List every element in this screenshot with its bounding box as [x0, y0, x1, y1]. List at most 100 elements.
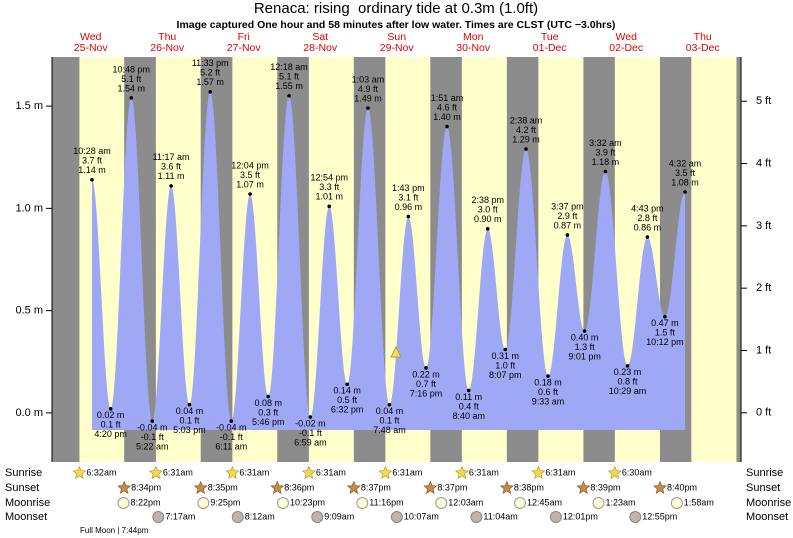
y2-tick-label: 0 ft	[756, 407, 771, 419]
day-date: 25-Nov	[74, 42, 109, 54]
moonrise-icon	[276, 497, 289, 509]
tide-label: 10:29 am	[609, 386, 647, 396]
sunset-time: 8:34pm	[131, 482, 161, 492]
tide-label: 1.11 m	[158, 171, 185, 181]
tide-label: 0.1 ft	[379, 416, 400, 426]
moonset-time: 10:07am	[404, 511, 439, 521]
tide-label: 3.5 ft	[240, 170, 261, 180]
sunrise-time: 6:32am	[86, 467, 116, 477]
y-tick-label: 1.5 m	[15, 100, 43, 112]
moonset-time: 11:04am	[483, 511, 517, 521]
tide-label: -0.04 m	[216, 422, 247, 432]
tide-point	[169, 184, 173, 188]
tide-label: 5:46 pm	[252, 417, 285, 427]
tide-label: 3:37 pm	[551, 201, 584, 211]
tide-label: 0.47 m	[651, 318, 679, 328]
tide-label: 7:16 pm	[410, 388, 443, 398]
tide-label: 11:33 pm	[192, 58, 229, 68]
tide-point	[308, 415, 313, 419]
sunrise-icon	[531, 465, 546, 479]
day-name: Sun	[387, 31, 406, 43]
moonrise-time: 9:25pm	[210, 497, 240, 507]
row-label: Moonset	[746, 511, 788, 523]
moonset-icon	[470, 511, 483, 523]
day-date: 01-Dec	[533, 42, 567, 54]
tide-point	[645, 235, 650, 239]
tide-label: 1.55 m	[275, 81, 303, 91]
tide-label: 1:03 am	[352, 75, 385, 85]
moonset-icon	[231, 511, 244, 523]
sunset-icon	[423, 480, 438, 494]
tide-label: 0.96 m	[395, 202, 423, 212]
tide-label: 3.3 ft	[319, 182, 340, 192]
day-date: 29-Nov	[380, 42, 415, 54]
moonrise-icon	[513, 497, 526, 509]
tide-point	[445, 124, 449, 129]
sunrise-icon	[301, 465, 316, 479]
tide-label: 0.86 m	[634, 222, 662, 232]
day-band	[691, 57, 737, 462]
tide-label: 1.57 m	[196, 77, 224, 87]
tide-label: 9:01 pm	[568, 351, 601, 361]
day-date: 30-Nov	[456, 42, 491, 54]
moonset-time: 9:09am	[324, 511, 354, 521]
sunrise-time: 6:30am	[622, 467, 652, 477]
sunrise-time: 6:31am	[392, 467, 422, 477]
sunset-icon	[270, 480, 285, 494]
tide-label: 1.01 m	[315, 192, 343, 202]
moonrise-time: 10:23pm	[290, 497, 325, 507]
tide-label: 4:43 pm	[631, 203, 664, 213]
moonrise-icon	[670, 497, 683, 509]
tide-label: 3:32 am	[589, 138, 622, 148]
now-marker	[390, 345, 402, 358]
moonset-icon	[390, 511, 403, 523]
tide-label: 3.5 ft	[675, 168, 696, 178]
row-label: Moonrise	[5, 497, 50, 509]
moonset-time: 7:17am	[165, 511, 195, 521]
moonrise-time: 11:16pm	[369, 497, 403, 507]
tide-label: 0.04 m	[176, 406, 204, 416]
row-label: Moonrise	[746, 497, 791, 509]
moonset-time: 12:55pm	[642, 511, 677, 521]
sunrise-icon	[148, 465, 163, 479]
tide-label: 0.31 m	[491, 351, 519, 361]
row-label: Sunset	[746, 482, 780, 494]
tide-label: 3.9 ft	[595, 147, 616, 157]
tide-label: 0.5 ft	[337, 395, 358, 405]
tide-label: 12:04 pm	[231, 160, 269, 170]
tide-label: 0.23 m	[614, 367, 642, 377]
tide-label: 0.7 ft	[416, 379, 437, 389]
tide-label: 4.2 ft	[516, 125, 537, 135]
sunset-time: 8:36pm	[284, 482, 314, 492]
moonset-icon	[311, 511, 324, 523]
tide-label: -0.1 ft	[220, 432, 244, 442]
moonset-icon	[629, 511, 642, 523]
tide-label: 1.40 m	[433, 112, 461, 122]
sunrise-icon	[454, 465, 469, 479]
moonrise-icon	[356, 497, 369, 509]
tide-label: 3.7 ft	[82, 156, 103, 166]
tide-point	[503, 347, 508, 352]
sunset-time: 8:38pm	[514, 482, 544, 492]
tide-label: 9:33 am	[532, 396, 565, 406]
tide-point	[287, 94, 291, 98]
tide-point	[524, 147, 528, 151]
tide-point	[683, 190, 687, 194]
tide-label: 1.5 ft	[655, 328, 676, 338]
moonrise-time: 8:22pm	[131, 497, 161, 507]
day-name: Thu	[158, 31, 176, 43]
tide-label: 5.1 ft	[279, 72, 300, 82]
sunset-time: 8:40pm	[667, 482, 697, 492]
tide-label: 1.29 m	[512, 134, 540, 144]
sunset-icon	[576, 480, 591, 494]
tide-label: 0.87 m	[554, 220, 582, 230]
tide-label: -0.1 ft	[299, 428, 323, 438]
tide-label: 0.6 ft	[538, 387, 559, 397]
tide-point	[248, 192, 252, 196]
tide-point	[229, 419, 234, 423]
tide-point	[90, 177, 94, 182]
tide-point	[663, 314, 667, 319]
tide-label: 8:07 pm	[489, 370, 522, 380]
tide-label: 3.6 ft	[161, 162, 182, 172]
moonset-time: 8:12am	[245, 511, 275, 521]
